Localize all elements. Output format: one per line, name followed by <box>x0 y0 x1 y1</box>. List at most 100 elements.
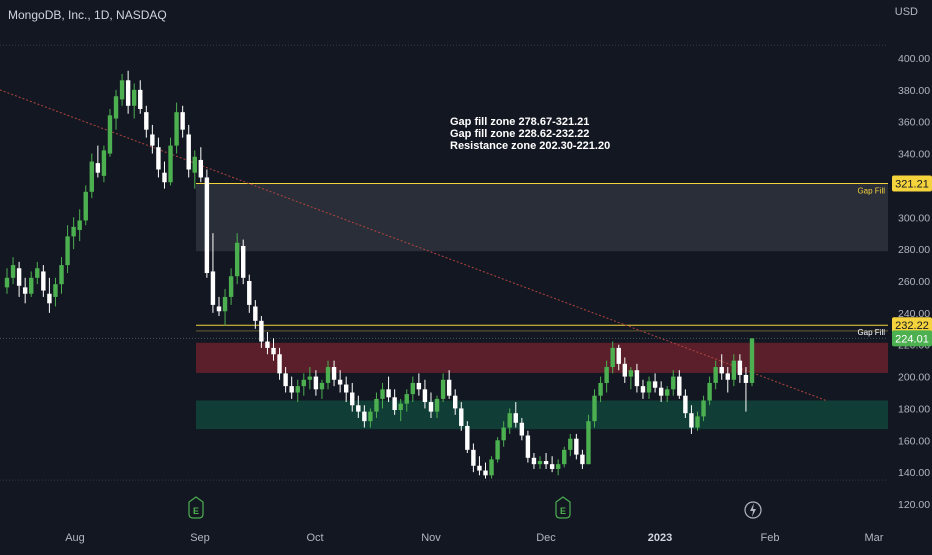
time-axis[interactable]: Aug Sep Oct Nov Dec 2023 Feb Mar <box>65 532 884 544</box>
candle-body <box>337 379 343 385</box>
candle-body <box>719 367 724 374</box>
candle-body <box>628 370 634 377</box>
candle-body <box>53 284 58 297</box>
candle-body <box>253 306 258 321</box>
candle-body <box>658 387 664 396</box>
candle-body <box>131 89 137 106</box>
price-tick-label: 260.00 <box>898 276 930 288</box>
candle-body <box>125 80 131 106</box>
price-tick-label: 180.00 <box>898 403 930 415</box>
candle-body <box>119 80 125 100</box>
candle-body <box>210 271 216 305</box>
candle-body <box>295 386 300 393</box>
candle-body <box>555 464 561 469</box>
candle-body <box>77 220 82 231</box>
price-tag-upper-gap: 321.21 <box>895 179 929 191</box>
candle-body <box>59 265 64 285</box>
candle-body <box>428 402 434 412</box>
candle-body <box>313 376 319 390</box>
candle-body <box>652 381 658 388</box>
zone-label: Gap Fill <box>857 328 885 337</box>
candle-body <box>707 382 712 401</box>
earnings-icon-letter: E <box>560 506 566 516</box>
candle-body <box>180 112 185 130</box>
price-tick-label: 140.00 <box>898 467 930 479</box>
candle-body <box>71 226 76 237</box>
candle-body <box>640 386 646 393</box>
candle-body <box>586 421 591 465</box>
candle-body <box>689 413 694 428</box>
price-tick-label: 380.00 <box>898 85 930 97</box>
zone-label: Gap Fill <box>857 187 885 196</box>
candle-body <box>107 115 113 154</box>
candle-body <box>404 394 409 404</box>
candle-body <box>204 177 210 274</box>
candle-body <box>368 411 373 422</box>
candle-body <box>247 281 252 305</box>
price-tick-label: 280.00 <box>898 244 930 256</box>
candle-body <box>192 156 197 173</box>
time-tick-label: Nov <box>421 532 441 544</box>
candle-body <box>398 403 403 411</box>
candle-body <box>277 354 282 374</box>
candle-body <box>604 367 609 383</box>
candle-body <box>531 457 537 465</box>
candle-body <box>283 373 288 387</box>
zone-band <box>196 183 888 252</box>
candle-body <box>483 470 488 476</box>
candle-body <box>701 400 706 417</box>
candle-body <box>471 449 476 466</box>
candle-body <box>410 382 416 395</box>
price-axis[interactable]: 120.00140.00160.00180.00200.00220.00240.… <box>898 53 930 511</box>
candle-body <box>568 438 573 450</box>
candle-body <box>228 276 234 297</box>
price-tick-label: 340.00 <box>898 149 930 161</box>
candle-body <box>743 374 749 383</box>
candle-body <box>665 389 670 396</box>
candle-body <box>416 382 422 390</box>
candle-body <box>549 464 555 469</box>
candle-body <box>241 245 246 278</box>
time-tick-label: Sep <box>190 532 210 544</box>
zones: Gap Fill Gap Fill <box>196 183 888 430</box>
candle-body <box>695 416 700 428</box>
annotation-note: Gap fill zone 278.67-321.21 Gap fill zon… <box>450 116 610 152</box>
price-tick-label: 300.00 <box>898 212 930 224</box>
candle-body <box>634 370 640 387</box>
candle-body <box>83 191 88 221</box>
annotation-line: Resistance zone 202.30-221.20 <box>450 140 611 152</box>
candle-body <box>446 379 452 396</box>
candle-body <box>422 389 428 403</box>
candle-body <box>343 384 349 393</box>
candle-body <box>749 338 755 383</box>
candle-body <box>519 422 525 436</box>
candle-body <box>168 145 173 183</box>
price-tick-label: 360.00 <box>898 117 930 129</box>
candle-body <box>465 425 470 450</box>
candle-body <box>113 96 119 119</box>
zone-band <box>196 400 888 430</box>
candle-body <box>65 236 70 266</box>
symbol-title[interactable]: MongoDB, Inc., 1D, NASDAQ <box>8 8 167 22</box>
candle-body <box>737 360 743 375</box>
candle-body <box>216 306 222 312</box>
candle-body <box>89 161 94 192</box>
earnings-icon: E <box>555 496 571 519</box>
time-tick-label: Oct <box>306 532 323 544</box>
time-tick-label: 2023 <box>648 532 672 544</box>
candle-body <box>16 268 22 286</box>
annotation-line: Gap fill zone 278.67-321.21 <box>450 116 590 128</box>
candle-body <box>434 398 440 412</box>
candle-body <box>22 287 28 294</box>
candle-body <box>525 435 531 458</box>
lightning-icon-bolt <box>750 503 756 517</box>
candle-body <box>459 408 464 426</box>
price-tag-lower-gap: 232.22 <box>895 320 929 332</box>
candle-body <box>574 438 579 455</box>
candle-body <box>101 150 107 176</box>
candle-body <box>683 395 688 414</box>
price-tag-lower-gap-bg <box>892 317 932 334</box>
price-tick-label: 200.00 <box>898 372 930 384</box>
